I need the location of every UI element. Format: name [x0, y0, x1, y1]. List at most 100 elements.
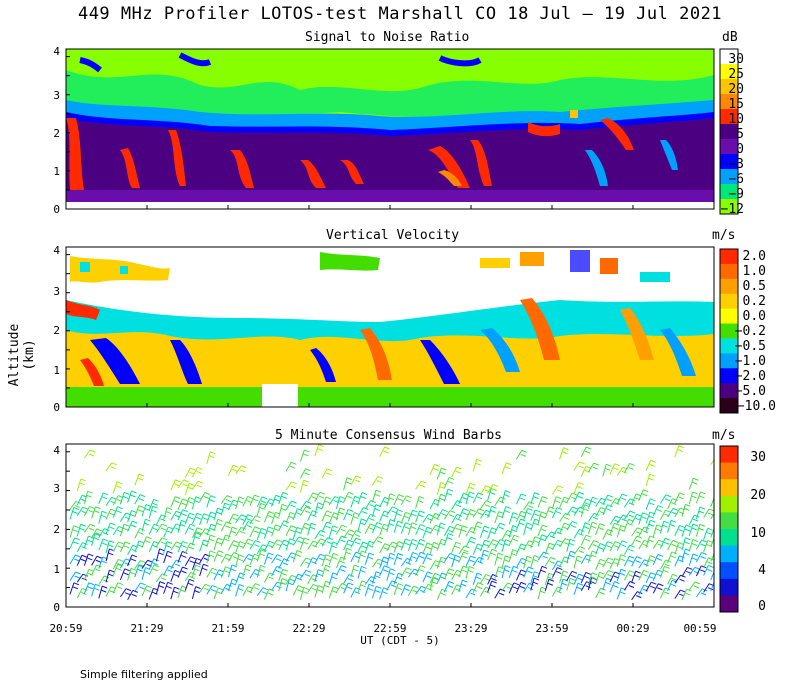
wind-barb-flag	[138, 473, 145, 477]
wind-barb	[580, 581, 587, 592]
wind-barb	[191, 564, 197, 578]
wind-barb-flag	[261, 527, 267, 531]
wind-barb-flag	[174, 483, 180, 487]
wind-barb-flag	[81, 546, 87, 549]
wind-barb-flag	[318, 444, 324, 448]
wind-barb-flag	[161, 514, 167, 518]
wind-barb-flag	[197, 466, 203, 470]
wind-barb	[112, 495, 119, 506]
colorbar-swatch	[720, 293, 738, 310]
wind-barb-flag	[527, 544, 534, 548]
colorbar-swatch	[720, 263, 738, 280]
wind-barb	[249, 526, 256, 538]
wind-barb	[631, 527, 638, 537]
wind-barb	[148, 541, 155, 553]
wind-barb-flag	[377, 476, 384, 479]
wind-barb-flag	[649, 473, 655, 477]
wind-barb-flag	[628, 514, 635, 518]
wind-barb-flag	[181, 554, 187, 558]
wind-barb-flag	[239, 530, 246, 534]
wind-barb-flag	[117, 506, 123, 510]
wind-barb-flag	[152, 568, 159, 572]
wind-barb-flag	[527, 507, 533, 511]
wind-barb	[227, 578, 233, 591]
wind-barb-flag	[707, 568, 713, 572]
wind-barb-flag	[188, 482, 195, 486]
wind-barb	[112, 526, 120, 536]
wind-barb-flag	[247, 495, 253, 499]
wind-barb-flag	[317, 448, 323, 452]
wind-barb-flag	[569, 554, 575, 558]
wind-barb-flag	[512, 525, 518, 529]
wind-barb-flag	[699, 506, 706, 510]
wind-barb-flag	[678, 528, 684, 532]
wind-barb-flag	[476, 458, 482, 462]
wind-barb	[537, 551, 545, 561]
wind-barb-flag	[685, 537, 691, 541]
wind-barb-flag	[482, 553, 489, 557]
wind-barb	[170, 523, 177, 534]
wind-barb	[523, 566, 529, 578]
wind-barb	[487, 506, 493, 519]
wind-barb	[163, 526, 169, 538]
wind-barb	[436, 482, 442, 495]
wind-barb-flag	[296, 550, 303, 553]
wind-barb-flag	[232, 517, 238, 521]
wind-barb	[688, 581, 696, 591]
wind-barb	[371, 571, 377, 584]
wind-barb-flag	[194, 568, 200, 572]
wind-barb-flag	[570, 577, 576, 581]
wind-barb-flag	[577, 495, 584, 499]
wind-barb	[393, 553, 399, 566]
wind-barb-flag	[485, 586, 491, 590]
wind-barb-flag	[125, 541, 131, 545]
wind-barb-flag	[433, 577, 439, 581]
wind-barb-flag	[194, 500, 200, 504]
wind-barb	[127, 510, 132, 523]
wind-barb-flag	[346, 477, 353, 481]
wind-barb-flag	[498, 526, 505, 530]
wind-barb-flag	[491, 488, 498, 492]
wind-barb-flag	[635, 560, 641, 564]
cb-label: 0	[758, 599, 766, 614]
wind-barb-flag	[103, 528, 110, 532]
wind-barb	[148, 499, 155, 511]
wind-barb	[191, 586, 197, 600]
wind-barb	[422, 553, 428, 565]
wind-barb-flag	[124, 562, 130, 566]
wind-barb-flag	[167, 550, 173, 554]
wind-barb-flag	[312, 574, 319, 578]
wind-barb-flag	[353, 568, 359, 572]
wind-barb-flag	[404, 542, 410, 546]
wind-barb	[350, 537, 357, 548]
wind-barb-flag	[260, 500, 267, 504]
wind-barb-flag	[679, 555, 685, 559]
wind-barb	[242, 538, 249, 549]
wind-barb	[515, 518, 521, 531]
wind-barb-flag	[526, 522, 532, 526]
wind-barb	[659, 566, 665, 579]
wind-barb-flag	[152, 591, 158, 595]
wind-barb-flag	[417, 499, 424, 503]
wind-barb	[263, 552, 269, 565]
wind-barb	[364, 552, 370, 565]
wind-barb-flag	[634, 574, 640, 578]
wind-barb-flag	[261, 496, 268, 500]
wind-barb-flag	[93, 537, 100, 541]
wind-barb-flag	[470, 482, 476, 486]
wind-barb	[537, 524, 543, 537]
wind-barb-flag	[477, 512, 483, 516]
wind-barb-flag	[642, 573, 648, 577]
wind-barb	[321, 565, 327, 578]
wind-barb-flag	[663, 570, 669, 573]
colorbar-swatch	[720, 398, 738, 414]
wind-barb-flag	[570, 550, 576, 554]
wind-barb	[487, 580, 493, 593]
wind-barb	[271, 554, 278, 564]
wind-barb-flag	[101, 542, 108, 546]
wind-barb-flag	[526, 511, 532, 515]
wind-barb-flag	[454, 545, 461, 549]
wind-barb-flag	[131, 490, 137, 494]
wind-barb	[76, 588, 83, 599]
wind-barb	[328, 586, 334, 599]
